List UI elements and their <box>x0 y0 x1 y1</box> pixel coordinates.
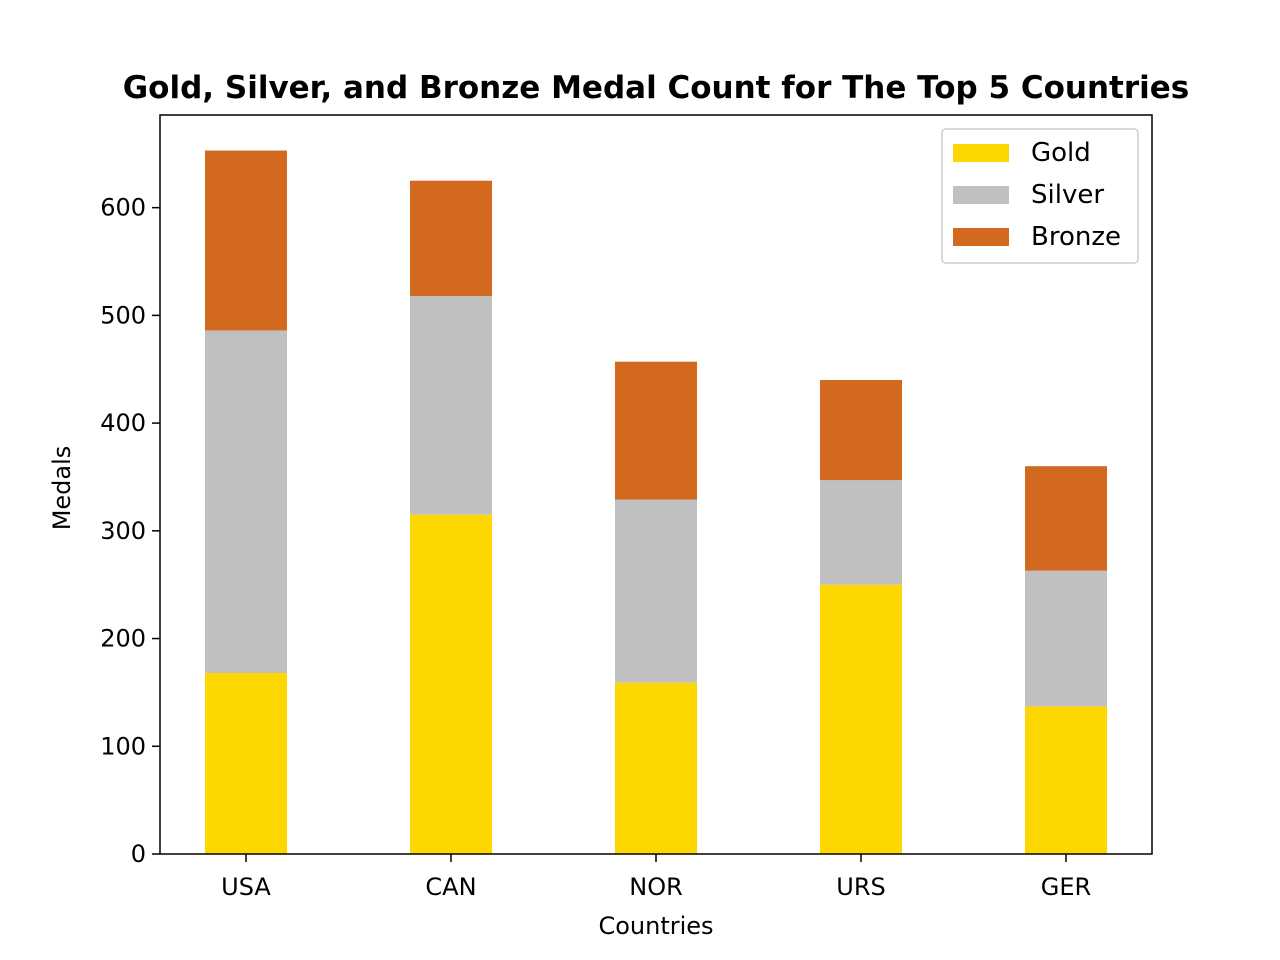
legend: Gold Silver Bronze <box>941 128 1139 264</box>
plot-frame <box>159 114 1153 855</box>
bar-can-gold <box>410 514 492 854</box>
y-tick-label: 400 <box>100 409 146 437</box>
legend-label-bronze: Bronze <box>1031 222 1121 252</box>
x-tick-label-ger: GER <box>1041 873 1091 901</box>
x-tick-label-usa: USA <box>221 873 271 901</box>
legend-swatch-bronze <box>953 228 1009 246</box>
x-tick-label-can: CAN <box>425 873 476 901</box>
chart-title: Gold, Silver, and Bronze Medal Count for… <box>123 70 1190 106</box>
x-tick-label-nor: NOR <box>629 873 683 901</box>
x-axis-label: Countries <box>598 912 713 940</box>
legend-swatch-silver <box>953 186 1009 204</box>
bar-ger-gold <box>1025 706 1107 854</box>
bar-can-bronze <box>410 180 492 296</box>
legend-label-silver: Silver <box>1031 180 1104 210</box>
bar-usa-silver <box>205 330 287 674</box>
x-tick-label-urs: URS <box>836 873 885 901</box>
bar-can-silver <box>410 295 492 515</box>
bars-group <box>205 150 1107 854</box>
y-axis-label: Medals <box>48 446 76 531</box>
y-tick-label: 500 <box>100 301 146 329</box>
bar-nor-silver <box>615 499 697 683</box>
bar-nor-bronze <box>615 361 697 500</box>
y-tick-label: 200 <box>100 625 146 653</box>
x-axis: USA CAN NOR URS GER <box>221 854 1091 901</box>
bar-urs-gold <box>820 584 902 854</box>
bar-usa-bronze <box>205 150 287 331</box>
y-tick-label: 300 <box>100 517 146 545</box>
bar-urs-silver <box>820 480 902 585</box>
y-tick-label: 0 <box>131 840 146 868</box>
legend-swatch-gold <box>953 144 1009 162</box>
y-tick-label: 600 <box>100 194 146 222</box>
bar-nor-gold <box>615 682 697 854</box>
bar-ger-silver <box>1025 570 1107 707</box>
bar-urs-bronze <box>820 380 902 481</box>
y-tick-label: 100 <box>100 732 146 760</box>
legend-label-gold: Gold <box>1031 138 1091 168</box>
bar-usa-gold <box>205 673 287 854</box>
bar-ger-bronze <box>1025 466 1107 571</box>
y-axis: 0 100 200 300 400 500 600 <box>100 194 160 868</box>
